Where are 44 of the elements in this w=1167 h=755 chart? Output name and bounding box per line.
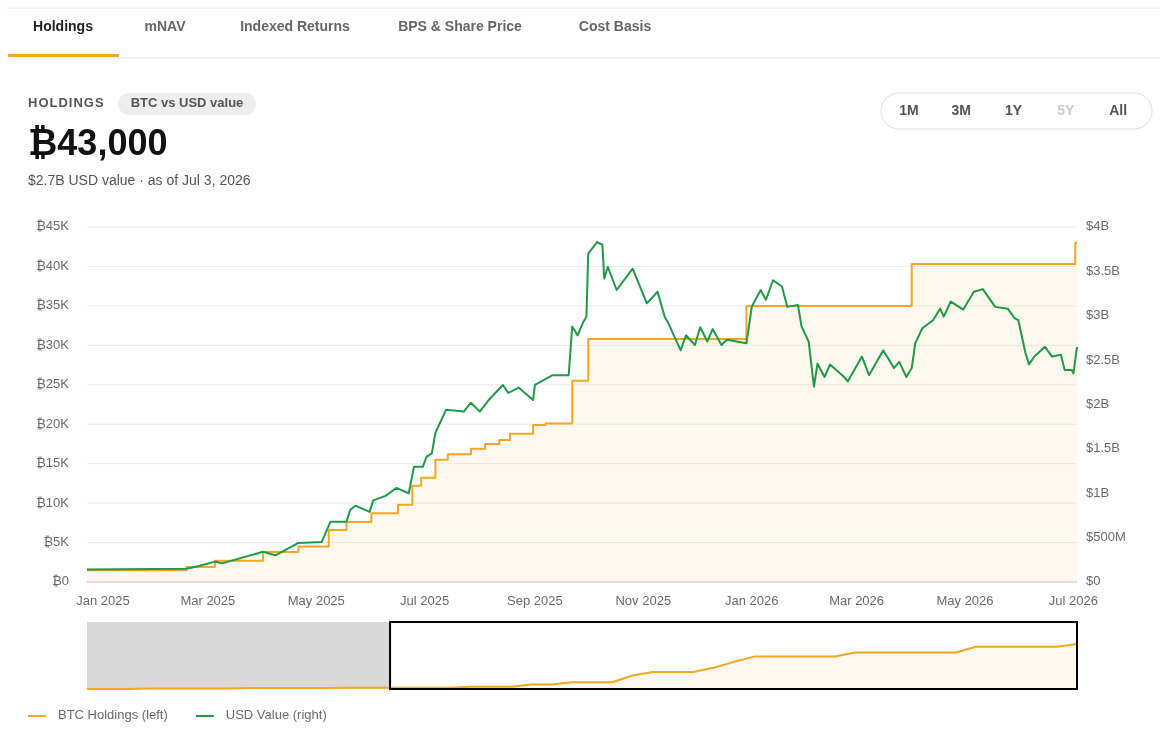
chart-title: ₿43,000 <box>28 121 168 163</box>
y-tick-label: ₿15K <box>36 455 70 471</box>
y2-tick-label: $2B <box>1086 395 1110 411</box>
y-tick-label: ₿25K <box>36 376 70 392</box>
text: BTC vs USD value <box>130 95 244 111</box>
text: HOLDINGS <box>28 95 105 111</box>
text: All <box>1109 101 1128 118</box>
y-tick-label: ₿45K <box>36 218 70 234</box>
x-tick-label: Jul 2026 <box>1048 593 1099 609</box>
y2-tick-label: $1.5B <box>1086 440 1120 456</box>
y2-tick-label: $1B <box>1086 484 1110 500</box>
y-tick-label: ₿20K <box>36 415 70 431</box>
text: BPS & Share Price <box>398 17 523 34</box>
x-tick-label: Jan 2025 <box>76 593 130 609</box>
text: Cost Basis <box>578 17 652 34</box>
text: mNAV <box>144 17 187 34</box>
y-tick-label: ₿10K <box>36 494 70 510</box>
x-tick-label: Mar 2026 <box>829 593 885 609</box>
x-tick-label: Jan 2026 <box>724 593 779 609</box>
chart-subtitle: $2.7B USD value · as of Jul 3, 2026 <box>28 171 251 188</box>
y2-tick-label: $2.5B <box>1086 351 1120 367</box>
y2-tick-label: $4B <box>1086 218 1110 234</box>
y-tick-label: ₿35K <box>36 297 70 313</box>
y2-tick-label: $3B <box>1086 307 1110 323</box>
x-tick-label: Nov 2025 <box>615 593 672 609</box>
y-tick-label: ₿5K <box>43 533 70 549</box>
x-tick-label: May 2026 <box>936 593 994 609</box>
y2-tick-label: $3.5B <box>1086 262 1120 278</box>
text: 1Y <box>1005 101 1023 118</box>
legend-label: BTC Holdings (left) <box>58 707 168 723</box>
y2-tick-label: $0 <box>1086 573 1101 589</box>
y-tick-label: ₿0 <box>52 573 69 589</box>
y2-tick-label: $500M <box>1086 529 1126 545</box>
text: Holdings <box>33 17 94 34</box>
text: 1M <box>899 101 919 118</box>
text: 3M <box>951 101 972 118</box>
x-tick-label: Mar 2025 <box>180 593 236 609</box>
x-tick-label: Sep 2025 <box>507 593 563 609</box>
legend-label: USD Value (right) <box>225 707 327 723</box>
x-tick-label: Jul 2025 <box>400 593 450 609</box>
y-tick-label: ₿40K <box>36 257 70 273</box>
y-tick-label: ₿30K <box>36 336 70 352</box>
text: Indexed Returns <box>240 17 351 34</box>
x-tick-label: May 2025 <box>287 593 345 609</box>
